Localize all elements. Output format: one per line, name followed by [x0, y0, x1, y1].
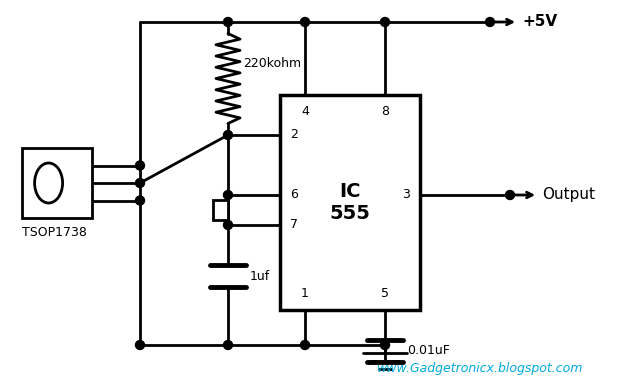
Bar	[22, 148, 92, 218]
Text: Output: Output	[542, 187, 595, 202]
Circle shape	[224, 190, 232, 200]
Text: 0.01uF: 0.01uF	[407, 344, 450, 358]
Text: www.Gadgetronicx.blogspot.com: www.Gadgetronicx.blogspot.com	[377, 362, 583, 375]
Circle shape	[135, 196, 145, 205]
Circle shape	[505, 190, 515, 200]
Text: 4: 4	[301, 105, 309, 118]
Text: 1uf: 1uf	[250, 269, 270, 283]
Circle shape	[300, 17, 310, 26]
Text: IC
555: IC 555	[330, 182, 371, 223]
Circle shape	[224, 341, 232, 349]
Text: 7: 7	[290, 219, 298, 231]
Circle shape	[224, 17, 232, 26]
Circle shape	[381, 341, 389, 349]
Circle shape	[300, 341, 310, 349]
Ellipse shape	[35, 163, 62, 203]
Text: TSOP1738: TSOP1738	[22, 226, 87, 239]
Circle shape	[135, 341, 145, 349]
Text: 1: 1	[301, 287, 309, 300]
Text: +5V: +5V	[522, 14, 557, 29]
Circle shape	[224, 130, 232, 139]
Text: 2: 2	[290, 128, 298, 142]
Bar	[280, 95, 420, 310]
Text: 5: 5	[381, 287, 389, 300]
Text: 3: 3	[402, 188, 410, 202]
Text: 8: 8	[381, 105, 389, 118]
Text: 6: 6	[290, 188, 298, 202]
Circle shape	[135, 178, 145, 187]
Circle shape	[485, 17, 495, 26]
Circle shape	[224, 221, 232, 229]
Text: 220kohm: 220kohm	[243, 57, 301, 70]
Bar	[213, 200, 228, 220]
Circle shape	[381, 17, 389, 26]
Circle shape	[135, 161, 145, 170]
